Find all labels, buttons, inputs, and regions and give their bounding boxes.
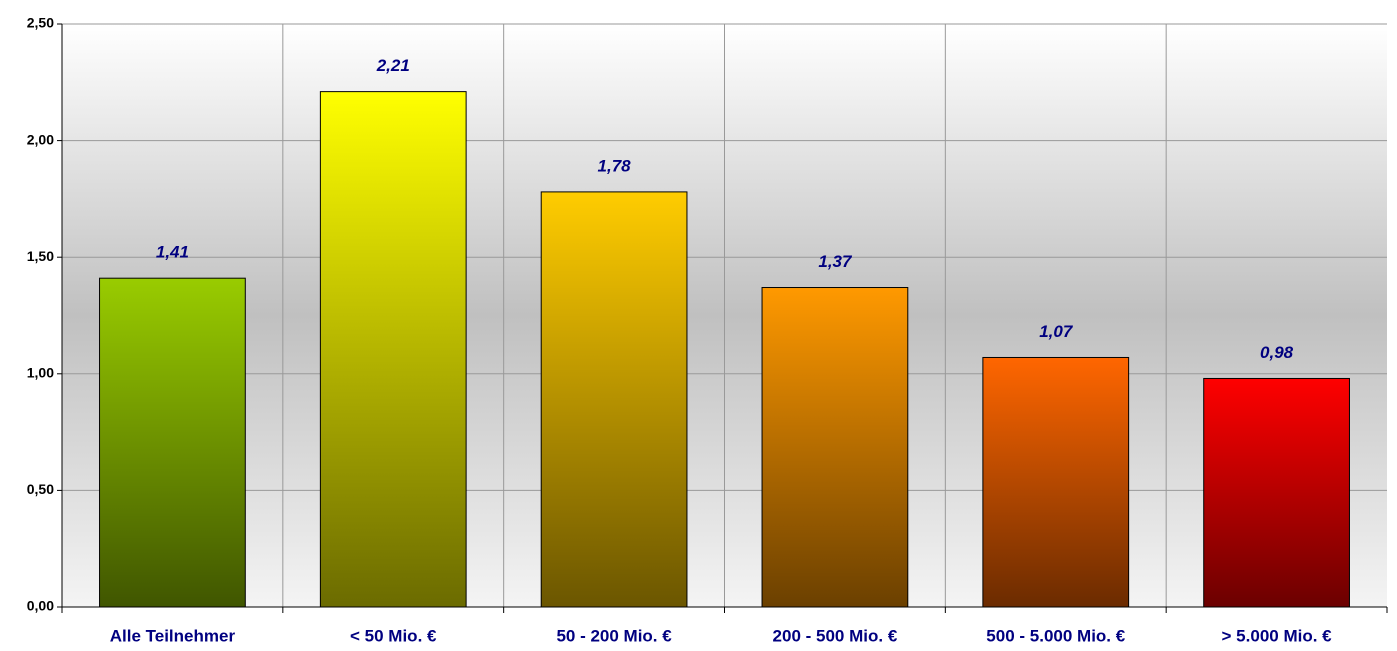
bar xyxy=(982,356,1130,608)
bar xyxy=(319,91,467,608)
y-tick-label: 1,00 xyxy=(27,365,54,381)
data-label: 1,07 xyxy=(1039,322,1074,341)
y-tick-label: 0,00 xyxy=(27,598,54,614)
bar xyxy=(99,277,246,608)
y-tick-label: 1,50 xyxy=(27,248,54,264)
y-tick-label: 0,50 xyxy=(27,481,54,497)
data-label: 1,78 xyxy=(598,156,632,175)
x-tick-label: > 5.000 Mio. € xyxy=(1222,626,1333,645)
x-tick-label: Alle Teilnehmer xyxy=(110,626,236,645)
x-tick-label: 200 - 500 Mio. € xyxy=(773,626,898,645)
y-tick-label: 2,00 xyxy=(27,131,54,147)
x-tick-label: 50 - 200 Mio. € xyxy=(556,626,672,645)
y-tick-label: 2,50 xyxy=(27,15,54,31)
bar xyxy=(1203,377,1350,608)
x-tick-label: < 50 Mio. € xyxy=(350,626,437,645)
data-label: 0,98 xyxy=(1260,343,1294,362)
data-label: 2,21 xyxy=(376,56,410,75)
data-label: 1,37 xyxy=(818,252,853,271)
bar xyxy=(540,191,688,608)
data-label: 1,41 xyxy=(156,243,189,262)
bar xyxy=(761,287,909,608)
x-tick-label: 500 - 5.000 Mio. € xyxy=(986,626,1125,645)
